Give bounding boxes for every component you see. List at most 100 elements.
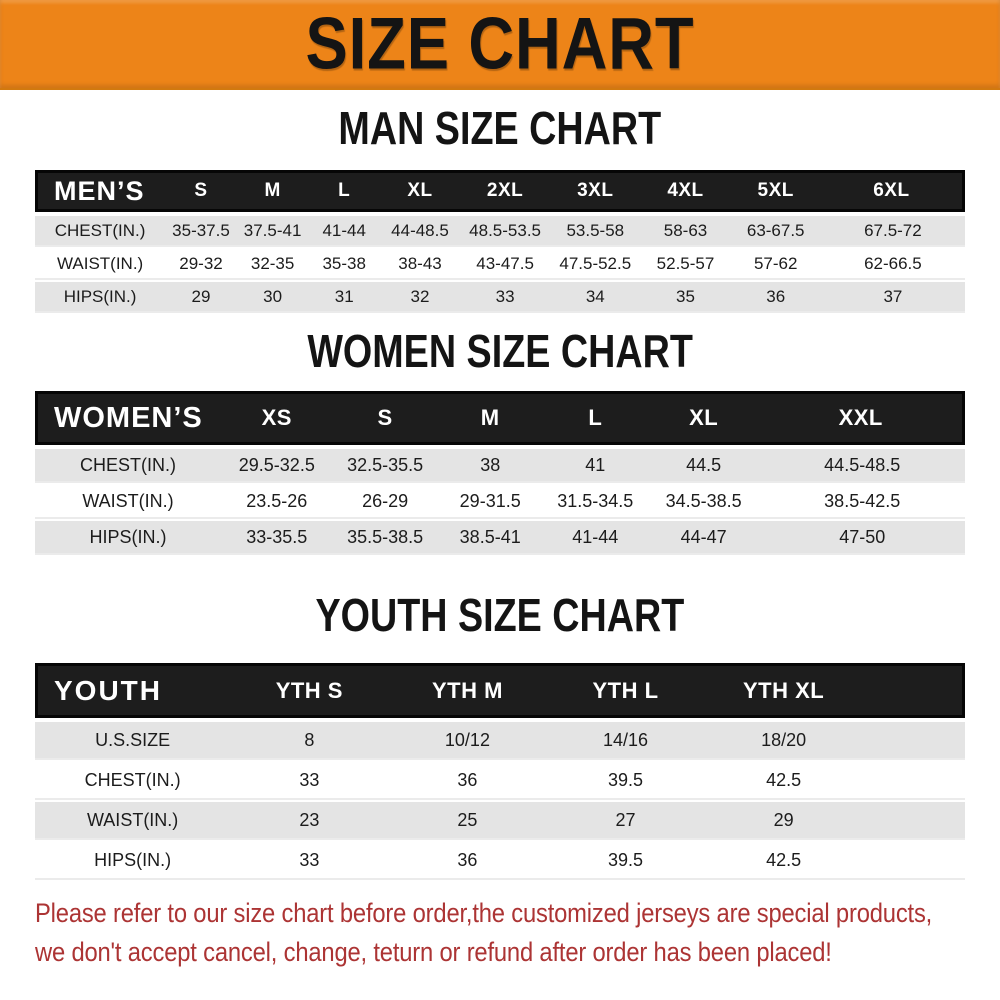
measurement-value: 44.5: [647, 449, 760, 481]
measurement-value: 31: [308, 282, 381, 311]
size-header-row: YOUTH YTH S YTH M YTH L YTH XL: [35, 663, 965, 718]
measurement-row: WAIST(IN.) 29-32 32-35 35-38 38-43 43-47.5 47.…: [35, 249, 965, 278]
measurement-value: 32: [380, 282, 460, 311]
measurement-value: 38-43: [380, 249, 460, 278]
filler-cell: [862, 842, 965, 878]
measurement-value: 33: [230, 762, 389, 798]
measurement-value: 63-67.5: [730, 216, 821, 245]
measurement-row: HIPS(IN.) 29 30 31 32 33 34 35 36 37: [35, 282, 965, 311]
measurement-value: 35-38: [308, 249, 381, 278]
measurement-value: 30: [236, 282, 309, 311]
filler-cell: [862, 722, 965, 758]
measurement-label: HIPS(IN.): [35, 842, 231, 878]
size-column-header: XS: [221, 391, 333, 445]
disclaimer-line-1: Please refer to our size chart before or…: [35, 898, 933, 928]
measurement-value: 37: [820, 282, 965, 311]
measurement-value: 44-48.5: [380, 216, 460, 245]
measurement-row: U.S.SIZE 8 10/12 14/16 18/20: [35, 722, 965, 758]
women-size-section: WOMEN SIZE CHART WOMEN’S XS S M L XL XXL CHEST(…: [0, 327, 1000, 557]
measurement-value: 25: [388, 802, 547, 838]
measurement-value: 38.5-41: [437, 521, 543, 553]
measurement-label: CHEST(IN.): [35, 216, 166, 245]
measurement-label: WAIST(IN.): [35, 485, 221, 517]
measurement-label: CHEST(IN.): [35, 762, 231, 798]
measurement-row: CHEST(IN.) 35-37.5 37.5-41 41-44 44-48.5 48.5…: [35, 216, 965, 245]
measurement-value: 43-47.5: [459, 249, 551, 278]
measurement-label: HIPS(IN.): [35, 282, 166, 311]
measurement-value: 44-47: [647, 521, 760, 553]
measurement-value: 36: [730, 282, 821, 311]
measurement-value: 48.5-53.5: [459, 216, 551, 245]
group-label: MEN’S: [35, 170, 166, 212]
measurement-value: 36: [388, 842, 547, 878]
measurement-value: 38: [437, 449, 543, 481]
size-column-header: M: [236, 170, 309, 212]
size-column-header: YTH S: [230, 663, 389, 718]
measurement-value: 29-31.5: [437, 485, 543, 517]
measurement-row: HIPS(IN.) 33 36 39.5 42.5: [35, 842, 965, 878]
youth-size-section: YOUTH SIZE CHART YOUTH YTH S YTH M YTH L YTH…: [0, 591, 1000, 882]
size-column-header: L: [542, 391, 648, 445]
measurement-value: 41: [542, 449, 648, 481]
measurement-value: 47-50: [759, 521, 965, 553]
measurement-value: 34: [550, 282, 641, 311]
measurement-value: 42.5: [704, 842, 863, 878]
measurement-value: 36: [388, 762, 547, 798]
measurement-value: 34.5-38.5: [647, 485, 760, 517]
measurement-value: 35: [640, 282, 731, 311]
measurement-value: 32.5-35.5: [332, 449, 438, 481]
filler-cell: [862, 762, 965, 798]
youth-size-table: YOUTH YTH S YTH M YTH L YTH XL U.S.SIZE 8 10/12…: [35, 659, 965, 882]
measurement-value: 29: [704, 802, 863, 838]
order-disclaimer: Please refer to our size chart before or…: [35, 894, 1000, 972]
measurement-value: 42.5: [704, 762, 863, 798]
youth-section-title: YOUTH SIZE CHART: [315, 589, 685, 641]
measurement-value: 29-32: [165, 249, 237, 278]
measurement-row: WAIST(IN.) 23.5-26 26-29 29-31.5 31.5-34.5 34…: [35, 485, 965, 517]
measurement-value: 38.5-42.5: [759, 485, 965, 517]
size-column-header: 3XL: [550, 170, 641, 212]
men-section-title: MAN SIZE CHART: [338, 102, 662, 154]
measurement-value: 33: [230, 842, 389, 878]
size-column-header: YTH M: [388, 663, 547, 718]
measurement-value: 33: [459, 282, 551, 311]
measurement-value: 35.5-38.5: [332, 521, 438, 553]
size-column-header: 6XL: [820, 170, 965, 212]
disclaimer-line-2: we don't accept cancel, change, teturn o…: [35, 937, 832, 967]
measurement-value: 26-29: [332, 485, 438, 517]
size-column-header: XL: [647, 391, 760, 445]
measurement-value: 57-62: [730, 249, 821, 278]
measurement-value: 33-35.5: [221, 521, 333, 553]
measurement-value: 37.5-41: [236, 216, 309, 245]
group-label: YOUTH: [35, 663, 231, 718]
measurement-value: 62-66.5: [820, 249, 965, 278]
measurement-value: 41-44: [308, 216, 381, 245]
measurement-value: 31.5-34.5: [542, 485, 648, 517]
size-column-header: S: [165, 170, 237, 212]
measurement-value: 29: [165, 282, 237, 311]
measurement-value: 14/16: [546, 722, 705, 758]
men-size-section: MAN SIZE CHART MEN’S S M L XL 2XL 3XL 4XL 5XL 6XL…: [0, 104, 1000, 315]
measurement-row: CHEST(IN.) 33 36 39.5 42.5: [35, 762, 965, 798]
size-column-header: L: [308, 170, 381, 212]
measurement-value: 39.5: [546, 842, 705, 878]
measurement-value: 27: [546, 802, 705, 838]
measurement-value: 23: [230, 802, 389, 838]
measurement-value: 29.5-32.5: [221, 449, 333, 481]
measurement-value: 47.5-52.5: [550, 249, 641, 278]
size-header-row: WOMEN’S XS S M L XL XXL: [35, 391, 965, 445]
measurement-value: 32-35: [236, 249, 309, 278]
measurement-label: U.S.SIZE: [35, 722, 231, 758]
measurement-label: CHEST(IN.): [35, 449, 221, 481]
group-label: WOMEN’S: [35, 391, 221, 445]
measurement-value: 10/12: [388, 722, 547, 758]
size-header-row: MEN’S S M L XL 2XL 3XL 4XL 5XL 6XL: [35, 170, 965, 212]
measurement-value: 52.5-57: [640, 249, 731, 278]
measurement-value: 58-63: [640, 216, 731, 245]
banner: SIZE CHART: [0, 0, 1000, 90]
filler-cell: [862, 663, 965, 718]
men-size-table: MEN’S S M L XL 2XL 3XL 4XL 5XL 6XL CHEST(IN.) 35-37…: [35, 166, 965, 315]
measurement-value: 18/20: [704, 722, 863, 758]
measurement-value: 53.5-58: [550, 216, 641, 245]
measurement-value: 41-44: [542, 521, 648, 553]
